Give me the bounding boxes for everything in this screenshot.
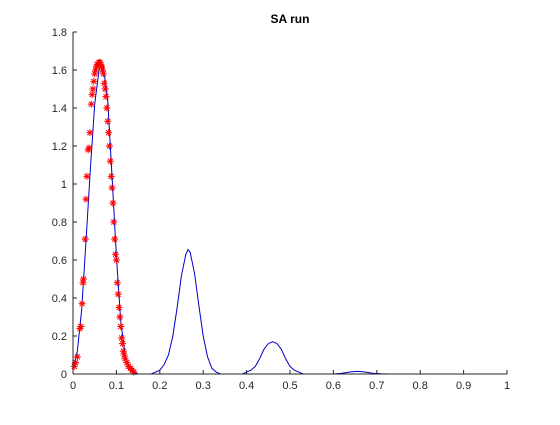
x-tick-label: 0.4: [239, 380, 254, 392]
scatter-point: [111, 236, 118, 243]
scatter-point: [90, 78, 97, 85]
x-tick-label: 0.2: [152, 380, 167, 392]
y-tick-label: 0.6: [52, 255, 67, 267]
scatter-point: [77, 323, 84, 330]
x-tick-label: 0: [70, 380, 76, 392]
scatter-point: [113, 257, 120, 264]
y-tick-label: 1.4: [52, 103, 67, 115]
scatter-point: [116, 314, 123, 321]
y-tick-label: 0.2: [52, 331, 67, 343]
scatter-point: [106, 143, 113, 150]
x-tick-label: 0.3: [196, 380, 211, 392]
scatter-point: [119, 340, 126, 347]
scatter-point: [88, 101, 95, 108]
y-tick-label: 1.2: [52, 141, 67, 153]
scatter-point: [102, 93, 109, 100]
x-tick-label: 0.6: [326, 380, 341, 392]
scatter-point: [107, 158, 114, 165]
scatter-point: [105, 129, 112, 136]
scatter-point: [117, 323, 124, 330]
scatter-point: [89, 86, 96, 93]
plot-area: [73, 32, 507, 374]
scatter-point: [130, 369, 137, 376]
y-tick-label: 0: [61, 369, 67, 381]
scatter-point: [83, 173, 90, 180]
scatter-point: [74, 353, 81, 360]
scatter-point: [100, 70, 107, 77]
y-tick-label: 1.8: [52, 27, 67, 39]
scatter-point: [104, 118, 111, 125]
scatter-point: [79, 300, 86, 307]
scatter-point: [112, 251, 119, 258]
scatter-point: [86, 129, 93, 136]
x-tick-label: 1: [504, 380, 510, 392]
y-tick-label: 1.6: [52, 65, 67, 77]
scatter-point: [118, 334, 125, 341]
scatter-point: [86, 144, 93, 151]
y-tick-label: 0.4: [52, 293, 67, 305]
x-tick-label: 0.8: [413, 380, 428, 392]
scatter-point: [116, 304, 123, 311]
scatter-point: [109, 200, 116, 207]
scatter-point: [103, 105, 110, 112]
scatter-point: [109, 184, 116, 191]
x-tick-label: 0.7: [369, 380, 384, 392]
scatter-point: [101, 80, 108, 87]
scatter-point: [114, 279, 121, 286]
y-tick-label: 0.8: [52, 217, 67, 229]
scatter-point: [102, 86, 109, 93]
y-tick-label: 1: [61, 179, 67, 191]
x-tick-label: 0.5: [282, 380, 297, 392]
chart-title: SA run: [271, 12, 310, 26]
scatter-point: [108, 173, 115, 180]
x-tick-label: 0.1: [109, 380, 124, 392]
scatter-point: [89, 91, 96, 98]
scatter-point: [110, 219, 117, 226]
scatter-point: [82, 236, 89, 243]
scatter-point: [115, 291, 122, 298]
scatter-point: [80, 276, 87, 283]
x-tick-label: 0.9: [456, 380, 471, 392]
scatter-point: [83, 196, 90, 203]
